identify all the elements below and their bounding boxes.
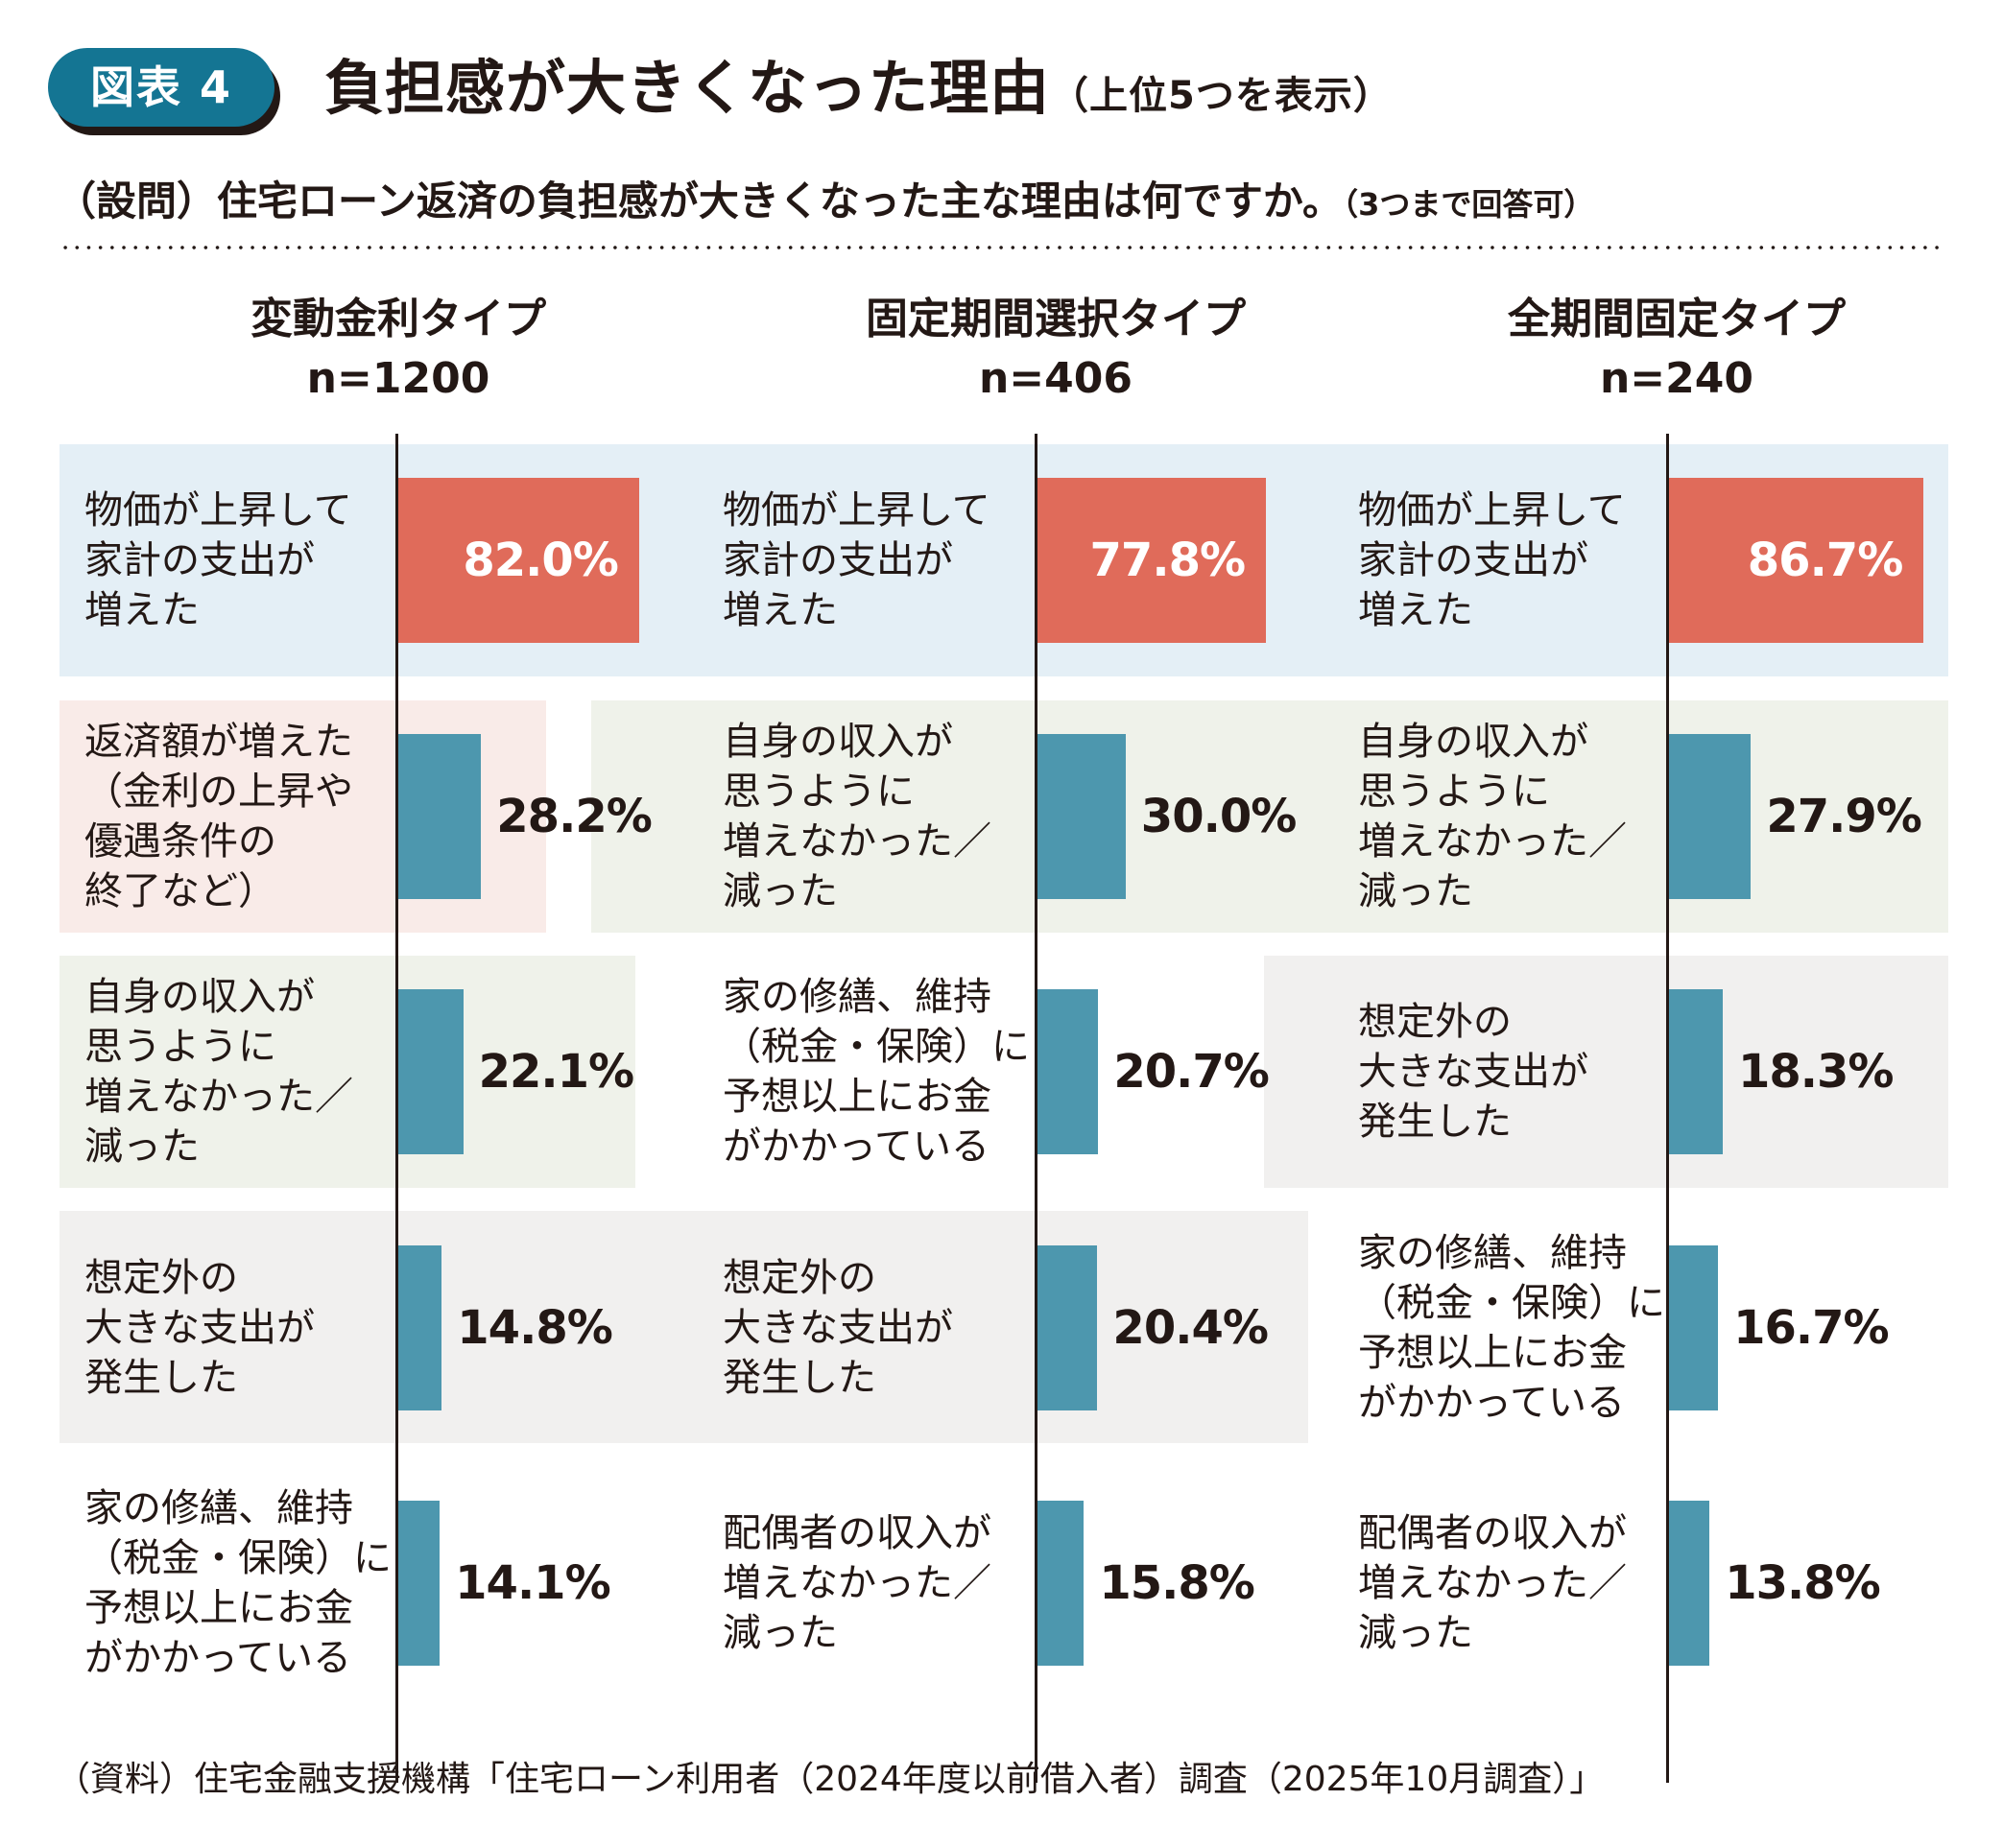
bar bbox=[1669, 989, 1723, 1154]
figure-badge: 図表 4 bbox=[48, 48, 280, 135]
category-label: 想定外の 大きな支出が 発生した bbox=[723, 1255, 953, 1400]
axis-line-panel-3 bbox=[1666, 434, 1669, 1783]
data-label: 20.7% bbox=[1113, 1045, 1270, 1099]
category-label: 自身の収入が 思うように 増えなかった／ 減った bbox=[723, 719, 991, 913]
data-label: 14.1% bbox=[455, 1556, 611, 1610]
category-label: 物価が上昇して 家計の支出が 増えた bbox=[723, 488, 990, 632]
category-label: 自身の収入が 思うように 増えなかった／ 減った bbox=[84, 975, 353, 1169]
category-label: 配偶者の収入が 増えなかった／ 減った bbox=[1358, 1511, 1627, 1655]
category-label: 返済額が増えた （金利の上昇や 優遇条件の 終了など） bbox=[84, 719, 353, 913]
survey-question: （設問）住宅ローン返済の負担感が大きくなった主な理由は何ですか。（3つまで回答可… bbox=[56, 173, 1594, 233]
bar bbox=[1037, 989, 1099, 1154]
bar bbox=[1669, 1244, 1719, 1410]
data-label: 86.7% bbox=[1747, 533, 1904, 587]
data-label: 20.4% bbox=[1112, 1300, 1269, 1355]
axis-line-panel-1 bbox=[395, 434, 398, 1783]
badge-label: 図表 4 bbox=[48, 48, 274, 127]
panel-header-variable: 変動金利タイプ n=1200 bbox=[149, 290, 648, 409]
data-label: 28.2% bbox=[496, 789, 653, 843]
chart-title-note: （上位5つを表示） bbox=[1050, 74, 1393, 118]
dotted-divider bbox=[60, 246, 1946, 249]
panel-title: 変動金利タイプ bbox=[250, 295, 546, 344]
data-label: 30.0% bbox=[1140, 789, 1298, 843]
bar bbox=[398, 1244, 442, 1410]
band-unexpected-expense bbox=[60, 1211, 1308, 1443]
category-label: 物価が上昇して 家計の支出が 増えた bbox=[84, 488, 352, 632]
data-label: 27.9% bbox=[1766, 789, 1922, 843]
category-label: 家の修繕、維持 （税金・保険）に 予想以上にお金 がかかっている bbox=[84, 1486, 392, 1680]
bar bbox=[398, 733, 482, 899]
data-label: 16.7% bbox=[1733, 1300, 1890, 1355]
category-label: 自身の収入が 思うように 増えなかった／ 減った bbox=[1358, 719, 1627, 913]
chart-title-main: 負担感が大きくなった理由 bbox=[324, 53, 1051, 123]
category-label: 配偶者の収入が 増えなかった／ 減った bbox=[723, 1511, 991, 1655]
bar bbox=[1669, 733, 1752, 899]
bar bbox=[1037, 1501, 1085, 1666]
band-price-rise bbox=[60, 444, 1948, 676]
band-own-income bbox=[60, 956, 635, 1188]
axis-line-panel-2 bbox=[1035, 434, 1037, 1783]
bar bbox=[1037, 733, 1126, 899]
panel-title: 全期間固定タイプ bbox=[1508, 295, 1846, 344]
panel-sample-size: n=406 bbox=[978, 354, 1133, 403]
bar bbox=[1037, 1244, 1098, 1410]
panel-sample-size: n=240 bbox=[1599, 354, 1754, 403]
data-label: 82.0% bbox=[463, 533, 619, 587]
panel-title: 固定期間選択タイプ bbox=[866, 295, 1246, 344]
data-label: 15.8% bbox=[1099, 1556, 1255, 1610]
bar bbox=[398, 478, 639, 643]
band-unexpected-expense bbox=[1264, 956, 1948, 1188]
category-label: 家の修繕、維持 （税金・保険）に 予想以上にお金 がかかっている bbox=[1358, 1230, 1665, 1425]
survey-question-text: （設問）住宅ローン返済の負担感が大きくなった主な理由は何ですか。 bbox=[56, 178, 1344, 225]
bar bbox=[398, 1501, 441, 1666]
bar bbox=[1669, 478, 1924, 643]
panel-header-fixed-period: 固定期間選択タイプ n=406 bbox=[806, 290, 1305, 409]
chart-title: 負担感が大きくなった理由（上位5つを表示） bbox=[324, 50, 1393, 134]
panel-sample-size: n=1200 bbox=[306, 354, 490, 403]
bar bbox=[398, 989, 464, 1154]
panel-header-full-fixed: 全期間固定タイプ n=240 bbox=[1427, 290, 1926, 409]
bar bbox=[1037, 478, 1267, 643]
category-label: 想定外の 大きな支出が 発生した bbox=[1358, 1000, 1588, 1144]
source-note: （資料）住宅金融支援機構「住宅ローン利用者（2024年度以前借入者）調査（202… bbox=[56, 1760, 1605, 1799]
survey-question-note: （3つまで回答可） bbox=[1343, 186, 1595, 223]
category-label: 家の修繕、維持 （税金・保険）に 予想以上にお金 がかかっている bbox=[723, 975, 1030, 1169]
data-label: 18.3% bbox=[1737, 1045, 1895, 1099]
data-label: 22.1% bbox=[478, 1045, 635, 1099]
data-label: 13.8% bbox=[1725, 1556, 1881, 1610]
data-label: 77.8% bbox=[1089, 533, 1247, 587]
data-label: 14.8% bbox=[457, 1300, 613, 1355]
category-label: 想定外の 大きな支出が 発生した bbox=[84, 1255, 315, 1400]
category-label: 物価が上昇して 家計の支出が 増えた bbox=[1358, 488, 1626, 632]
bar bbox=[1669, 1501, 1710, 1666]
